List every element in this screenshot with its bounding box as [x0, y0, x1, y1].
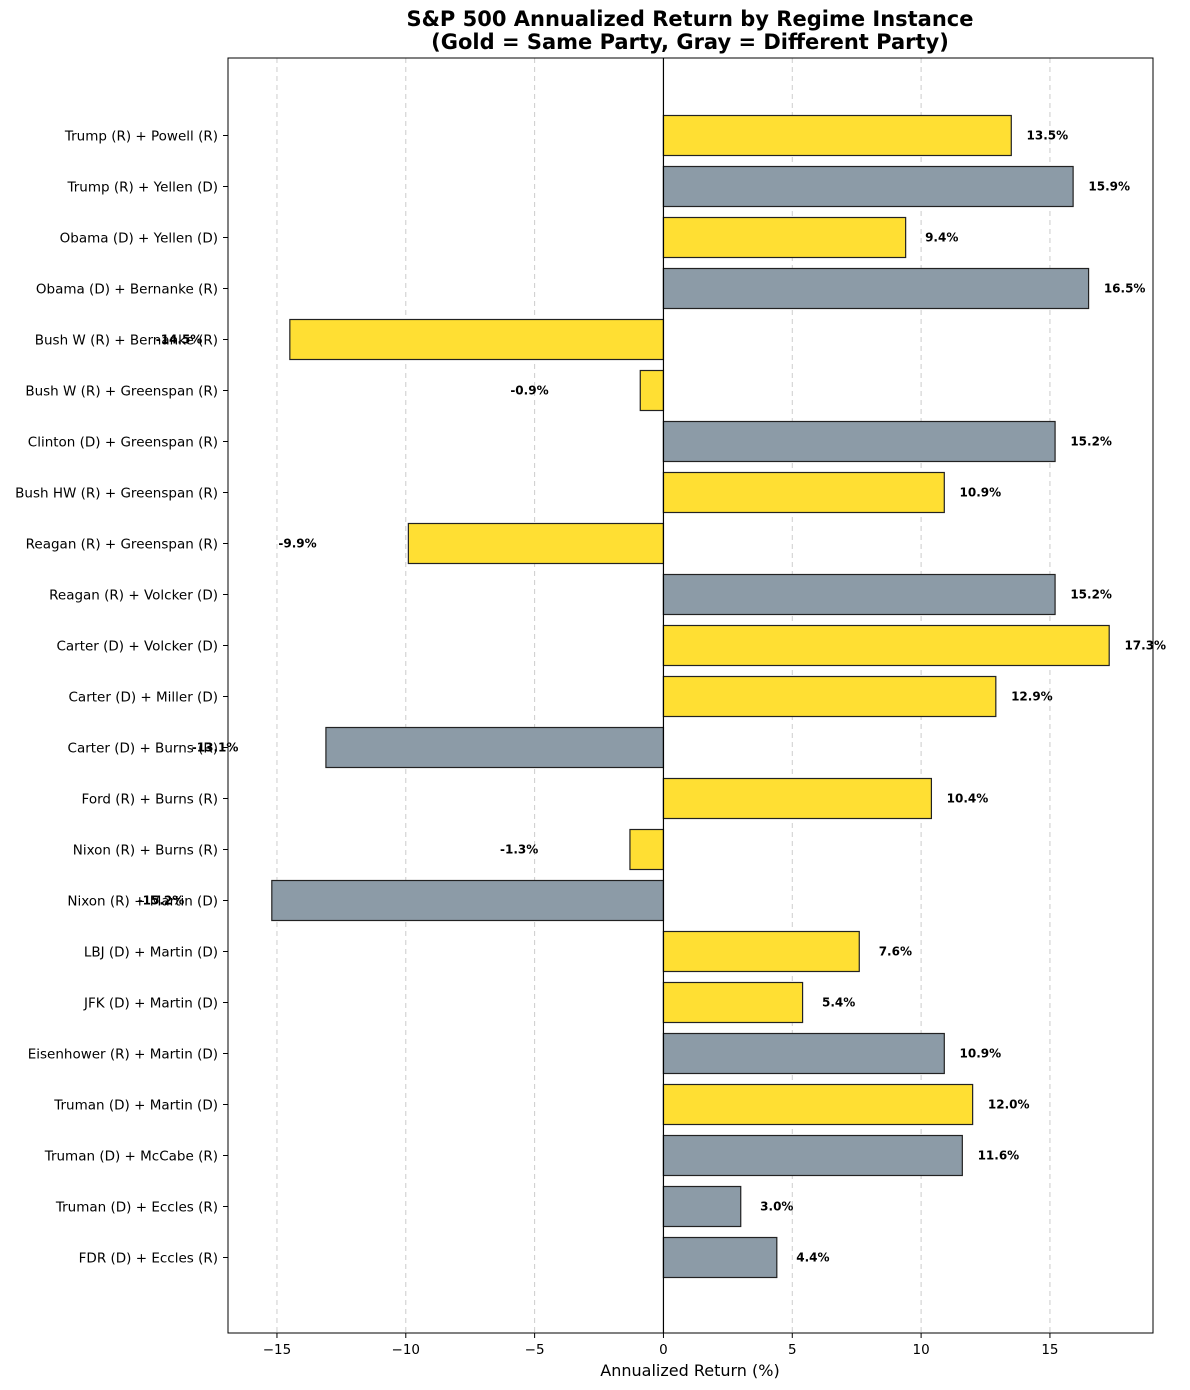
bar — [662, 930, 860, 973]
bar — [662, 675, 997, 718]
y-tick-label: Trump (R) + Powell (R) — [64, 129, 218, 145]
bar — [325, 726, 665, 769]
data-label: 3.0% — [760, 1200, 793, 1214]
chart-title-line1: S&P 500 Annualized Return by Regime Inst… — [406, 7, 973, 31]
data-label: 13.5% — [1027, 129, 1069, 143]
bar — [662, 216, 907, 259]
y-tick-label: Nixon (R) + Burns (R) — [73, 843, 218, 859]
plot-frame — [227, 57, 1154, 1334]
bars — [271, 114, 1110, 1279]
y-tick-label: Eisenhower (R) + Martin (D) — [28, 1047, 218, 1063]
data-label: -13.1% — [192, 741, 239, 755]
data-label: 12.9% — [1011, 690, 1053, 704]
data-label: 16.5% — [1104, 282, 1146, 296]
y-tick-label: Carter (D) + Burns (R) — [68, 741, 218, 757]
bar — [662, 420, 1056, 463]
x-tick-label: 10 — [913, 1342, 930, 1358]
data-label: -9.9% — [278, 537, 316, 551]
bar — [407, 522, 665, 565]
bar — [271, 879, 665, 922]
y-tick-label: Carter (D) + Miller (D) — [69, 690, 219, 706]
data-label: 15.9% — [1088, 180, 1130, 194]
data-label: 10.9% — [960, 486, 1002, 500]
y-tick-label: LBJ (D) + Martin (D) — [84, 945, 218, 961]
y-tick-label: Truman (D) + McCabe (R) — [44, 1149, 218, 1165]
y-tick-label: Obama (D) + Yellen (D) — [60, 231, 218, 247]
y-tick-label: Ford (R) + Burns (R) — [82, 792, 218, 808]
y-tick-label: Obama (D) + Bernanke (R) — [36, 282, 218, 298]
bar — [662, 165, 1074, 208]
data-label: -1.3% — [500, 843, 538, 857]
bar — [662, 777, 933, 820]
data-label: 10.9% — [960, 1047, 1002, 1061]
bar — [662, 1083, 974, 1126]
y-tick-label: Nixon (R) + Martin (D) — [67, 894, 218, 910]
x-tick-label: 15 — [1041, 1342, 1058, 1358]
bar — [662, 1185, 742, 1228]
bar — [639, 369, 665, 412]
data-label: 5.4% — [822, 996, 855, 1010]
y-tick-label: Bush W (R) + Bernanke (R) — [35, 333, 218, 349]
axes: Trump (R) + Powell (R) Trump (R) + Yellen… — [15, 57, 1154, 1358]
chart-title-line2: (Gold = Same Party, Gray = Different Par… — [431, 30, 949, 54]
bar — [629, 828, 665, 871]
bar — [662, 573, 1056, 616]
y-tick-label: Truman (D) + Eccles (R) — [55, 1200, 218, 1216]
bar — [662, 1032, 945, 1075]
bar — [662, 981, 804, 1024]
y-tick-label: JFK (D) + Martin (D) — [83, 996, 218, 1012]
bar — [662, 1134, 963, 1177]
y-tick-label: Trump (R) + Yellen (D) — [66, 180, 218, 196]
y-tick-label: Reagan (R) + Volcker (D) — [49, 588, 218, 604]
bar — [662, 471, 945, 514]
bar — [662, 267, 1090, 310]
x-tick-label: −15 — [263, 1342, 292, 1358]
y-tick-label: Carter (D) + Volcker (D) — [56, 639, 218, 655]
data-label: 15.2% — [1070, 435, 1112, 449]
y-tick-label: FDR (D) + Eccles (R) — [79, 1251, 218, 1267]
data-label: 17.3% — [1124, 639, 1166, 653]
data-label: -0.9% — [510, 384, 548, 398]
x-axis-label: Annualized Return (%) — [600, 1361, 779, 1380]
data-label: 12.0% — [988, 1098, 1030, 1112]
x-tick-label: 0 — [659, 1342, 668, 1358]
y-tick-label: Reagan (R) + Greenspan (R) — [26, 537, 218, 553]
y-tick-label: Clinton (D) + Greenspan (R) — [28, 435, 218, 451]
bar — [662, 624, 1110, 667]
data-label: 15.2% — [1070, 588, 1112, 602]
data-label: 4.4% — [796, 1251, 829, 1265]
x-tick-label: −5 — [525, 1342, 545, 1358]
data-label: 7.6% — [879, 945, 912, 959]
data-label: 11.6% — [978, 1149, 1020, 1163]
data-label: -15.2% — [138, 894, 185, 908]
x-tick-label: 5 — [788, 1342, 797, 1358]
x-tick-label: −10 — [392, 1342, 421, 1358]
data-labels: 13.5% 15.9% 9.4% 16.5% -14.5% -0.9% 15.2% 10.9%… — [138, 129, 1166, 1265]
bar — [289, 318, 665, 361]
data-label: 9.4% — [925, 231, 958, 245]
bar — [662, 1236, 778, 1279]
y-tick-label: Bush W (R) + Greenspan (R) — [25, 384, 218, 400]
data-label: -14.5% — [156, 333, 203, 347]
y-tick-label: Bush HW (R) + Greenspan (R) — [15, 486, 218, 502]
data-label: 10.4% — [947, 792, 989, 806]
bar — [662, 114, 1012, 157]
y-tick-label: Truman (D) + Martin (D) — [53, 1098, 218, 1114]
